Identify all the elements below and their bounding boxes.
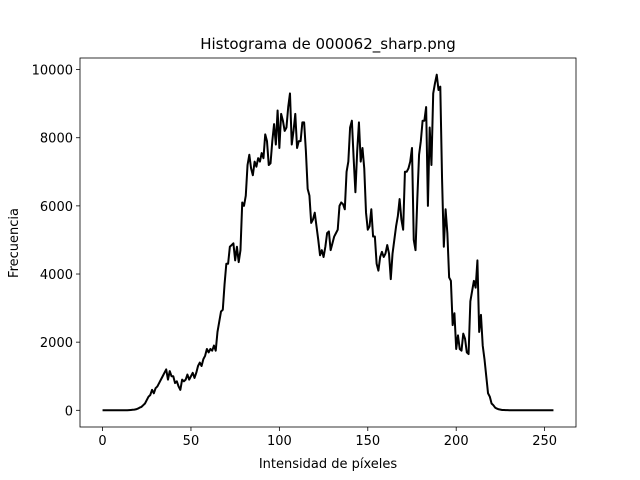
x-tick-label: 100 — [267, 434, 292, 449]
y-tick-label: 4000 — [40, 268, 73, 283]
histogram-line — [102, 73, 554, 412]
x-tick-label: 50 — [183, 434, 200, 449]
chart-title: Histograma de 000062_sharp.png — [200, 35, 456, 54]
x-axis-label: Intensidad de píxeles — [259, 457, 398, 472]
y-tick-label: 6000 — [40, 200, 73, 215]
x-tick-label: 200 — [444, 434, 469, 449]
plot-frame — [79, 57, 577, 428]
x-tick-label: 0 — [98, 434, 106, 449]
y-tick-label: 8000 — [40, 132, 73, 147]
y-tick-label: 10000 — [32, 64, 73, 79]
x-tick-label: 150 — [355, 434, 380, 449]
y-axis-label: Frecuencia — [7, 208, 22, 278]
x-tick-label: 250 — [532, 434, 557, 449]
y-tick-label: 2000 — [40, 336, 73, 351]
y-tick-label: 0 — [65, 404, 73, 419]
